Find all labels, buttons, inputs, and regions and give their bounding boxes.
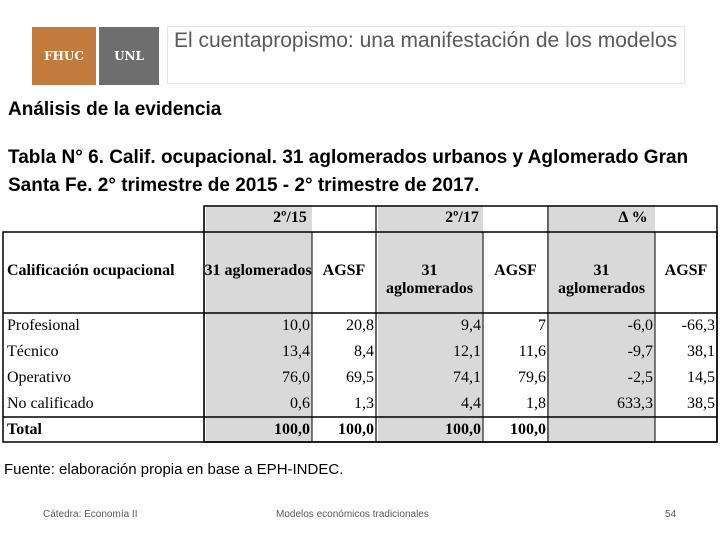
column-header: AGSF <box>322 262 366 279</box>
column-header: 31 aglomerados <box>557 262 646 297</box>
table-cell: 1,3 <box>354 395 374 412</box>
row-label: Profesional <box>7 317 80 334</box>
table-cell: 12,1 <box>453 343 481 360</box>
table-cell: 10,0 <box>282 317 310 334</box>
source-label: Fuente <box>4 461 51 478</box>
table-cell: -66,3 <box>681 317 715 334</box>
row-header: Calificación ocupacional <box>7 262 175 279</box>
footer-course: Cátedra: Economía II <box>43 509 138 520</box>
table-cell: 633,3 <box>617 395 653 412</box>
table-cell: 1,8 <box>526 395 546 412</box>
row-label: Operativo <box>7 369 71 386</box>
period-header: 2º/15 <box>273 209 307 226</box>
table-cell: 7 <box>538 317 546 334</box>
unl-logo: UNL <box>99 27 159 85</box>
table-cell: 8,4 <box>354 343 374 360</box>
table-cell: 69,5 <box>346 369 374 386</box>
column-header: 31 aglomerados <box>204 262 312 279</box>
source-text: : elaboración propia en base a EPH-INDEC… <box>50 461 344 478</box>
table-cell: 9,4 <box>461 317 481 334</box>
total-label: Total <box>7 421 42 438</box>
footer-page-number: 54 <box>665 509 677 520</box>
table-cell: -6,0 <box>627 317 653 334</box>
source-note: Fuente: elaboración propia en base a EPH… <box>4 461 343 478</box>
section-title: Análisis de la evidencia <box>8 99 222 120</box>
fhuc-logo: FHUC <box>32 27 96 85</box>
table-cell: 79,6 <box>518 369 546 386</box>
table-cell: 74,1 <box>453 369 481 386</box>
table-cell: -2,5 <box>627 369 653 386</box>
row-label: No calificado <box>7 395 94 412</box>
table-cell: 13,4 <box>282 343 310 360</box>
period-header: 2º/17 <box>445 209 479 226</box>
table-cell: 38,5 <box>687 395 715 412</box>
table-cell: -9,7 <box>627 343 653 360</box>
table-cell: 100,0 <box>338 421 374 438</box>
table-cell: 100,0 <box>510 421 546 438</box>
table-row: Técnico 13,4 8,4 12,1 11,6 -9,7 38,1 <box>2 337 718 361</box>
table-cell: 100,0 <box>445 421 481 438</box>
column-header: 31 aglomerados <box>385 262 474 297</box>
footer-topic: Modelos económicos tradicionales <box>276 509 429 520</box>
table-cell: 4,4 <box>461 395 481 412</box>
period-header: Δ % <box>618 209 648 226</box>
table-row: Operativo 76,0 69,5 74,1 79,6 -2,5 14,5 <box>2 363 718 387</box>
table-caption: Tabla N° 6. Calif. ocupacional. 31 aglom… <box>8 147 689 196</box>
table-cell: 38,1 <box>687 343 715 360</box>
fhuc-logo-text: FHUC <box>44 49 84 63</box>
table-cell: 0,6 <box>290 395 310 412</box>
row-label: Técnico <box>7 343 59 360</box>
table-frame <box>2 205 718 443</box>
table-row: Profesional 10,0 20,8 9,4 7 -6,0 -66,3 <box>2 311 718 335</box>
column-header: AGSF <box>494 262 537 279</box>
table-cell: 20,8 <box>346 317 374 334</box>
table-total-row: Total 100,0 100,0 100,0 100,0 <box>2 417 718 442</box>
table-cell: 100,0 <box>274 421 310 438</box>
data-table: 2º/15 2º/17 Δ % Calificación ocupacional… <box>2 205 718 443</box>
table-cell: 14,5 <box>687 369 715 386</box>
table-row: No calificado 0,6 1,3 4,4 1,8 633,3 38,5 <box>2 389 718 413</box>
table-cell: 76,0 <box>282 369 310 386</box>
unl-logo-text: UNL <box>114 49 144 63</box>
slide-title: El cuentapropismo: una manifestación de … <box>167 26 685 84</box>
table-cell: 11,6 <box>518 343 546 360</box>
column-header: AGSF <box>664 262 708 279</box>
